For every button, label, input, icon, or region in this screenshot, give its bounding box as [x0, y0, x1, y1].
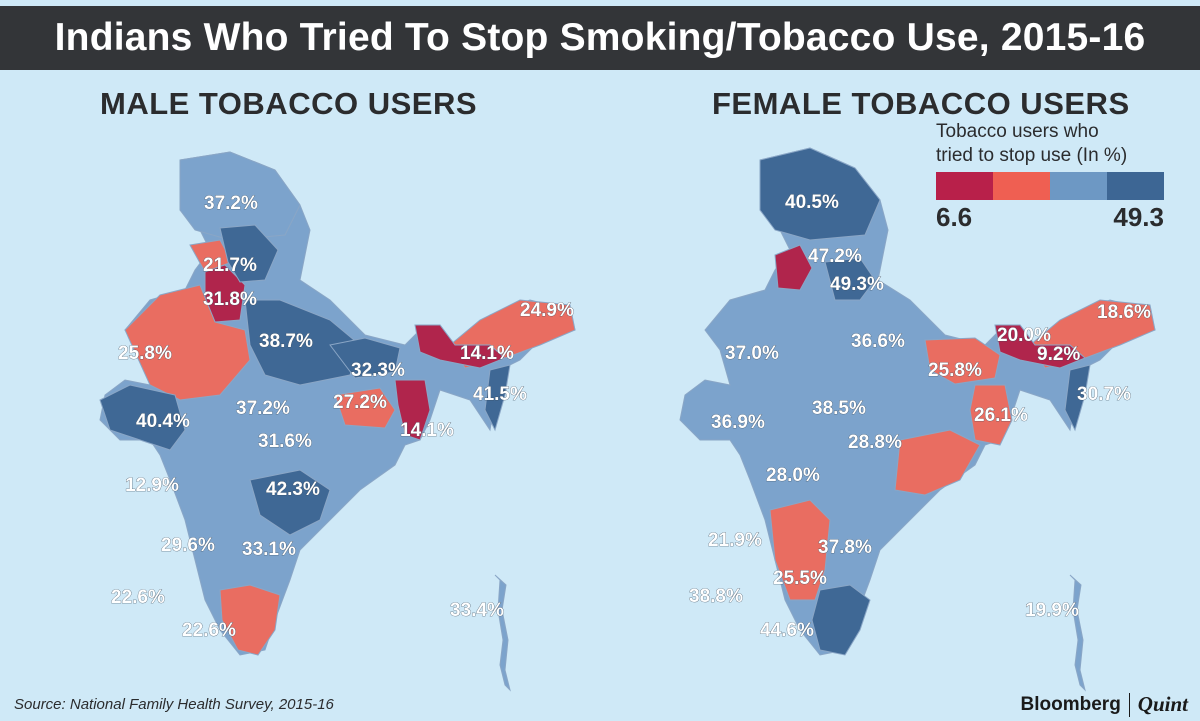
female-region-andaman[interactable]: [1069, 574, 1086, 692]
male-label-punjab: 21.7%: [203, 255, 257, 276]
male-label-ne: 24.9%: [520, 300, 574, 321]
legend-swatch-3: [1050, 172, 1107, 200]
female-label-jk: 40.5%: [785, 192, 839, 213]
female-label-karnataka: 25.5%: [773, 568, 827, 589]
male-label-assam: 14.1%: [460, 343, 514, 364]
brand-quint: Quint: [1137, 692, 1188, 716]
male-region-gujarat[interactable]: [99, 384, 186, 451]
legend-max: 49.3: [1113, 202, 1164, 232]
female-region-karnataka[interactable]: [769, 499, 831, 601]
female-region-wb[interactable]: [969, 384, 1013, 446]
male-map-labels: 37.2% 21.7% 31.8% 25.8% 38.7% 32.3% 24.9…: [111, 193, 575, 642]
male-region-jharkhand[interactable]: [334, 387, 396, 429]
legend-title-line2: tried to stop use (In %): [936, 145, 1128, 166]
legend-swatch-2: [993, 172, 1050, 200]
male-label-up: 38.7%: [259, 331, 313, 352]
male-label-andaman: 33.4%: [450, 600, 504, 621]
female-label-meghalaya: 20.0%: [997, 325, 1051, 346]
female-region-mizoram[interactable]: [1064, 364, 1091, 432]
legend-color-scale: [936, 172, 1164, 200]
female-region-tn[interactable]: [811, 584, 871, 656]
male-region-tn[interactable]: [219, 584, 281, 656]
male-label-haryana: 31.8%: [203, 289, 257, 310]
female-label-andaman: 19.9%: [1025, 600, 1079, 621]
male-label-mp: 37.2%: [236, 398, 290, 419]
male-region-telangana[interactable]: [249, 469, 331, 536]
male-region-wb[interactable]: [394, 379, 431, 441]
male-region-andaman[interactable]: [494, 574, 511, 692]
female-label-goa: 21.9%: [708, 530, 762, 551]
male-label-karnataka: 29.6%: [161, 535, 215, 556]
male-label-rajasthan: 25.8%: [118, 343, 172, 364]
brand-divider: [1128, 692, 1130, 717]
legend-swatch-1: [936, 172, 993, 200]
male-region-uttarakhand[interactable]: [219, 224, 279, 283]
male-india-map: [99, 151, 576, 692]
legend-values: 6.6 49.3: [936, 202, 1164, 233]
title-bar: Indians Who Tried To Stop Smoking/Tobacc…: [0, 6, 1200, 70]
brand-bloomberg: Bloomberg: [1020, 693, 1121, 715]
female-label-tn: 44.6%: [760, 620, 814, 641]
female-map-labels: 40.5% 47.2% 49.3% 18.6% 20.0% 9.2% 37.0%…: [689, 192, 1152, 642]
male-region-northeast-south[interactable]: [484, 364, 511, 432]
page-title: Indians Who Tried To Stop Smoking/Tobacc…: [54, 16, 1146, 59]
female-label-up: 36.6%: [851, 331, 905, 352]
male-region-jk[interactable]: [179, 151, 301, 241]
source-note: Source: National Family Health Survey, 2…: [14, 696, 334, 713]
male-label-lakshadweep: 22.6%: [111, 587, 165, 608]
legend-min: 6.6: [936, 202, 973, 232]
male-label-telangana: 42.3%: [266, 479, 320, 500]
female-label-ne: 18.6%: [1097, 302, 1151, 323]
female-region-punjab[interactable]: [774, 244, 813, 291]
female-label-hp: 47.2%: [808, 246, 862, 267]
legend: Tobacco users who tried to stop use (In …: [936, 120, 1166, 233]
male-label-wb: 14.1%: [400, 420, 454, 441]
female-region-bihar[interactable]: [924, 337, 1001, 385]
female-label-bihar: 25.8%: [928, 360, 982, 381]
female-label-uttarakhand: 49.3%: [830, 274, 884, 295]
male-label-bihar: 32.3%: [351, 360, 405, 381]
female-label-maharashtra: 28.0%: [766, 465, 820, 486]
female-region-uttarakhand[interactable]: [824, 257, 876, 301]
female-label-odisha: 28.8%: [848, 432, 902, 453]
female-region-odisha[interactable]: [894, 429, 981, 496]
male-map-heading: MALE TOBACCO USERS: [100, 86, 478, 121]
male-label-jharkhand: 27.2%: [333, 392, 387, 413]
female-label-wb: 26.1%: [974, 405, 1028, 426]
brand-logo: Bloomberg Quint: [1021, 692, 1188, 717]
female-label-mp: 38.5%: [812, 398, 866, 419]
male-region-bihar[interactable]: [329, 337, 401, 379]
legend-title-line1: Tobacco users who: [936, 121, 1099, 142]
male-label-jk: 37.2%: [204, 193, 258, 214]
male-label-tn: 22.6%: [182, 620, 236, 641]
legend-title: Tobacco users who tried to stop use (In …: [936, 120, 1166, 168]
female-region-assam[interactable]: [994, 324, 1086, 369]
male-region-up[interactable]: [244, 299, 361, 386]
male-label-northeast-south: 41.5%: [473, 384, 527, 405]
legend-swatch-4: [1107, 172, 1164, 200]
female-label-gujarat: 36.9%: [711, 412, 765, 433]
female-region-jk[interactable]: [759, 147, 881, 241]
female-label-assam: 9.2%: [1037, 344, 1080, 365]
female-label-lakshadweep: 38.8%: [689, 586, 743, 607]
female-label-ap: 37.8%: [818, 537, 872, 558]
male-label-chhattisgarh: 31.6%: [258, 431, 312, 452]
male-region-assam[interactable]: [414, 324, 506, 369]
male-label-maharashtra: 12.9%: [125, 475, 179, 496]
male-label-ap: 33.1%: [242, 539, 296, 560]
female-label-rajasthan: 37.0%: [725, 343, 779, 364]
male-label-gujarat: 40.4%: [136, 411, 190, 432]
female-map-heading: FEMALE TOBACCO USERS: [712, 86, 1130, 121]
female-india-map: [679, 147, 1156, 692]
female-label-mizoram: 30.7%: [1077, 384, 1131, 405]
